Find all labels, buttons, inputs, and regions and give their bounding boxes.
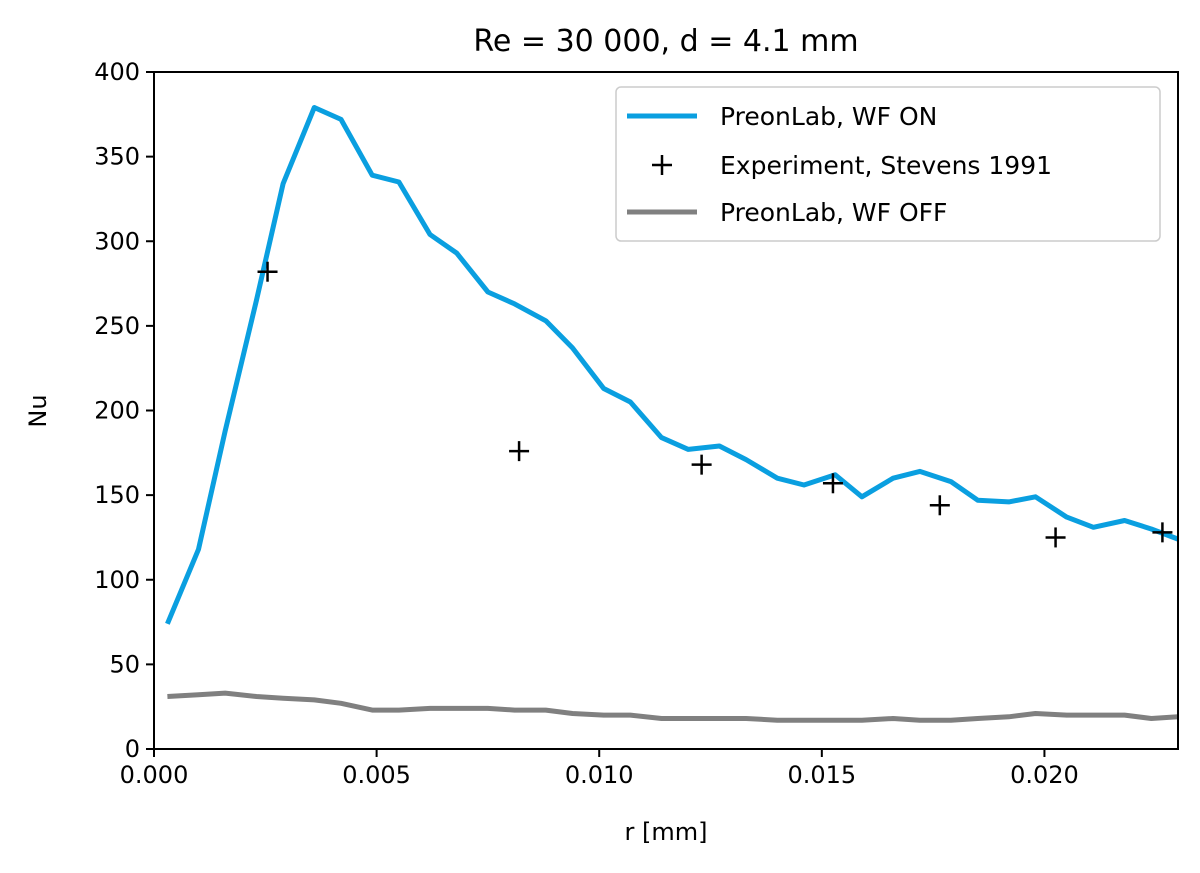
y-tick-label: 150 xyxy=(94,481,140,509)
series-2-line xyxy=(167,690,1178,723)
axes: 0.000 0.005 0.010 0.015 0.020 0 50 100 150 200 250… xyxy=(94,58,1179,789)
legend-label-experiment: Experiment, Stevens 1991 xyxy=(720,151,1052,180)
y-tick-label: 250 xyxy=(94,312,140,340)
series-1-point xyxy=(929,495,950,516)
series-1-point xyxy=(1045,527,1066,548)
series-0-line xyxy=(165,105,1178,625)
x-tick-label: 0.015 xyxy=(787,761,856,789)
series-1-point xyxy=(691,454,712,475)
y-tick-label: 100 xyxy=(94,566,140,594)
legend-box xyxy=(615,86,1161,242)
y-tick-label: 350 xyxy=(94,143,140,171)
series-1-point xyxy=(257,261,278,282)
y-axis-label: Nu xyxy=(24,394,52,427)
x-axis-label: r [mm] xyxy=(625,818,708,846)
y-tick-label: 300 xyxy=(94,227,140,255)
legend-label-wf-on: PreonLab, WF ON xyxy=(720,102,937,131)
x-tick-label: 0.020 xyxy=(1010,761,1079,789)
y-tick-label: 50 xyxy=(109,650,140,678)
x-tick-label: 0.010 xyxy=(565,761,634,789)
y-tick-label: 0 xyxy=(125,735,140,763)
series-1-point xyxy=(822,473,843,494)
legend-label-wf-off: PreonLab, WF OFF xyxy=(720,198,947,227)
legend: PreonLab, WF ON Experiment, Stevens 1991… xyxy=(615,86,1161,242)
x-tick-label: 0.005 xyxy=(342,761,411,789)
series-1-point xyxy=(1152,522,1173,543)
x-tick-label: 0.000 xyxy=(120,761,189,789)
y-tick-label: 400 xyxy=(94,58,140,86)
plot-area xyxy=(165,105,1178,723)
chart-title: Re = 30 000, d = 4.1 mm xyxy=(473,24,858,59)
y-tick-label: 200 xyxy=(94,397,140,425)
series-1-point xyxy=(509,441,530,462)
legend-swatch-experiment xyxy=(652,155,672,175)
